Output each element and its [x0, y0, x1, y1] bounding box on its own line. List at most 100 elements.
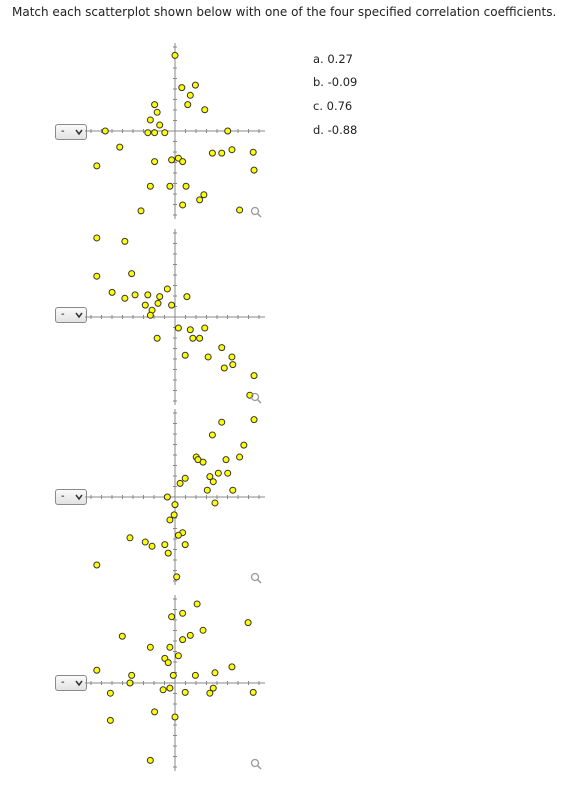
point: [229, 486, 237, 494]
point: [208, 149, 216, 157]
zoom-icon[interactable]: [250, 572, 262, 584]
point: [173, 573, 181, 581]
point: [159, 686, 167, 694]
point: [163, 285, 171, 293]
point: [191, 671, 199, 679]
point: [141, 301, 149, 309]
point: [146, 116, 154, 124]
point: [218, 418, 226, 426]
answer-select[interactable]: -: [55, 675, 87, 691]
zoom-lens: [250, 758, 260, 768]
zoom-lens: [250, 572, 260, 582]
point: [121, 294, 129, 302]
point: [224, 127, 232, 135]
point: [146, 311, 154, 319]
option: c. 0.76: [313, 99, 353, 113]
point: [183, 293, 191, 301]
point: [179, 636, 187, 644]
point: [250, 416, 258, 424]
point: [161, 129, 169, 137]
zoom-handle: [256, 398, 262, 404]
point: [168, 301, 176, 309]
point: [236, 206, 244, 214]
point: [181, 541, 189, 549]
zoom-icon[interactable]: [250, 206, 262, 218]
zoom-lens: [250, 206, 260, 216]
option: a. 0.27: [313, 52, 353, 66]
zoom-lens: [250, 392, 260, 402]
point: [93, 272, 101, 280]
point: [228, 353, 236, 361]
point: [196, 334, 204, 342]
point: [156, 121, 164, 129]
point: [156, 293, 164, 301]
point: [106, 716, 114, 724]
chevron: [75, 494, 83, 501]
point: [118, 632, 126, 640]
point: [164, 549, 172, 557]
point: [194, 456, 202, 464]
point: [166, 643, 174, 651]
point: [244, 619, 252, 627]
chevron: [75, 312, 83, 319]
point: [218, 344, 226, 352]
select-value: -: [61, 126, 65, 137]
point: [166, 684, 174, 692]
point: [171, 51, 179, 59]
point: [193, 600, 201, 608]
point: [208, 431, 216, 439]
point: [218, 149, 226, 157]
point: [214, 469, 222, 477]
point: [93, 561, 101, 569]
point: [128, 671, 136, 679]
point: [236, 453, 244, 461]
point: [224, 469, 232, 477]
point: [229, 361, 237, 369]
point: [116, 143, 124, 151]
point: [131, 291, 139, 299]
point: [211, 669, 219, 677]
point: [206, 689, 214, 697]
point: [174, 531, 182, 539]
point: [186, 326, 194, 334]
point: [250, 372, 258, 380]
point: [144, 291, 152, 299]
chevron: [75, 680, 83, 687]
zoom-icon[interactable]: [250, 392, 262, 404]
point: [153, 108, 161, 116]
point: [137, 207, 145, 215]
point: [222, 456, 230, 464]
zoom-handle: [256, 764, 262, 770]
point: [209, 478, 217, 486]
point: [228, 663, 236, 671]
select-value: -: [61, 491, 65, 502]
point: [181, 688, 189, 696]
point: [151, 129, 159, 137]
point: [240, 441, 248, 449]
point: [174, 652, 182, 660]
point: [171, 501, 179, 509]
point: [181, 351, 189, 359]
point: [186, 91, 194, 99]
answer-select[interactable]: -: [55, 307, 87, 323]
answer-select[interactable]: -: [55, 124, 87, 140]
point: [108, 288, 116, 296]
point: [146, 643, 154, 651]
point: [146, 756, 154, 764]
point: [146, 182, 154, 190]
point: [161, 541, 169, 549]
answer-select[interactable]: -: [55, 489, 87, 505]
point: [166, 516, 174, 524]
zoom-handle: [256, 578, 262, 584]
point: [179, 201, 187, 209]
point: [220, 364, 228, 372]
point: [168, 156, 176, 164]
point: [153, 334, 161, 342]
question-title: Match each scatterplot shown below with …: [12, 5, 557, 19]
point: [126, 679, 134, 687]
zoom-icon[interactable]: [250, 758, 262, 770]
point: [144, 129, 152, 137]
point: [93, 666, 101, 674]
point: [201, 324, 209, 332]
point: [151, 158, 159, 166]
